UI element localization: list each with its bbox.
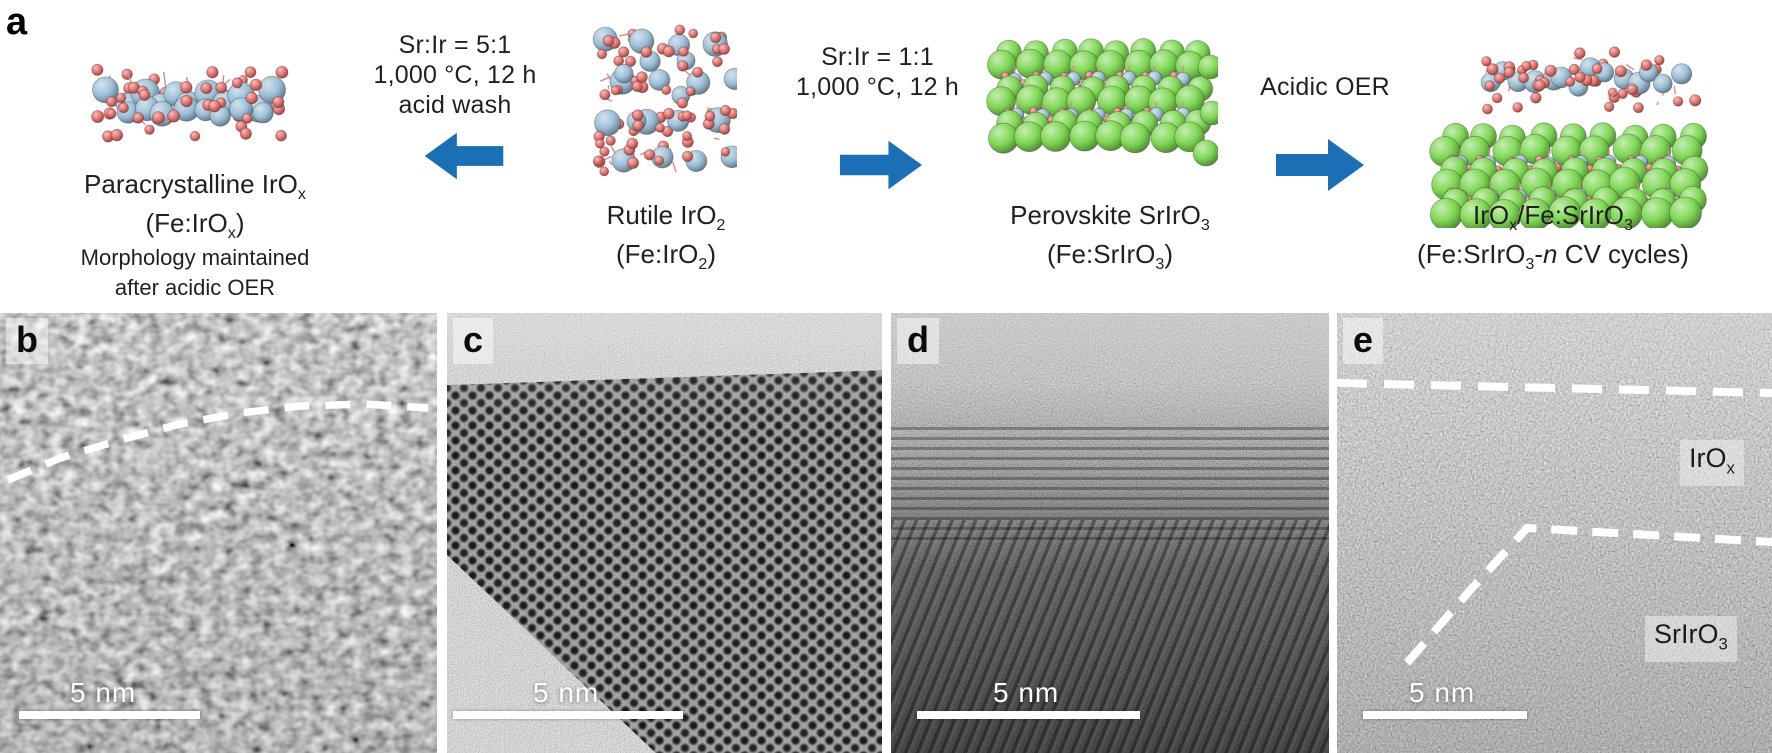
scale-bar-d [917, 711, 1140, 719]
scale-bar-e [1363, 711, 1527, 719]
species-label-product: IrOx/Fe:SrIrO3 (Fe:SrIrO3-n CV cycles) [1417, 200, 1689, 274]
region-label-irox: IrOx [1680, 440, 1744, 487]
panel-label-e: e [1343, 318, 1384, 364]
scale-text-c: 5 nm [533, 677, 600, 708]
scale-bar-c [453, 711, 683, 719]
structure-perovskite-srirO3-illustration [986, 38, 1218, 167]
scale-text-b: 5 nm [70, 677, 137, 708]
arrow-right-icon [840, 140, 922, 190]
panel-label-b: b [6, 318, 48, 364]
arrow-right-icon [1276, 139, 1364, 191]
reaction-conditions-left: Sr:Ir = 5:1 1,000 °C, 12 h acid wash [320, 30, 590, 120]
structure-irox-fe-srirO3-illustration [1429, 46, 1709, 228]
micrograph-panel-d: d 5 nm [891, 313, 1329, 753]
species-note-paracrystalline: Morphology maintained after acidic OER [80, 245, 310, 300]
condition-line: Sr:Ir = 5:1 [398, 31, 512, 59]
species-label-paracrystalline: Paracrystalline IrOx (Fe:IrOx) [84, 169, 306, 243]
condition-line: 1,000 °C, 12 h [373, 61, 537, 89]
species-label-perovskite: Perovskite SrIrO3 (Fe:SrIrO3) [1010, 200, 1210, 274]
panel-label-a: a [6, 1, 28, 43]
tem-image-b [0, 313, 437, 753]
condition-line: 1,000 °C, 12 h [796, 73, 959, 101]
micrograph-panel-c: c 5 nm [447, 313, 882, 753]
micrograph-panel-b: b 5 nm [0, 313, 437, 753]
arrow-left-icon [424, 132, 504, 180]
micrograph-panel-e: e IrOx SrIrO3 5 nm [1337, 313, 1772, 753]
lattice-fringes-horizontal-overlay [891, 427, 1329, 542]
condition-line: Sr:Ir = 1:1 [821, 43, 934, 71]
reaction-conditions-middle: Sr:Ir = 1:1 1,000 °C, 12 h [745, 42, 1010, 102]
scale-text-d: 5 nm [993, 677, 1060, 708]
condition-line: acid wash [398, 91, 512, 119]
panel-label-d: d [897, 318, 939, 364]
panel-label-c: c [453, 318, 494, 364]
reaction-conditions-right: Acidic OER [1195, 72, 1455, 102]
region-label-srirO3: SrIrO3 [1645, 616, 1737, 663]
structure-paracrystalline-irox-illustration [91, 63, 289, 143]
tem-image-e [1337, 313, 1772, 753]
condition-line: Acidic OER [1260, 73, 1390, 101]
structure-rutile-iro2-illustration [592, 24, 737, 177]
species-label-rutile: Rutile IrO2 (Fe:IrO2) [606, 200, 726, 274]
tem-image-c [447, 313, 882, 753]
scale-bar-b [19, 711, 200, 719]
scale-text-e: 5 nm [1409, 677, 1476, 708]
